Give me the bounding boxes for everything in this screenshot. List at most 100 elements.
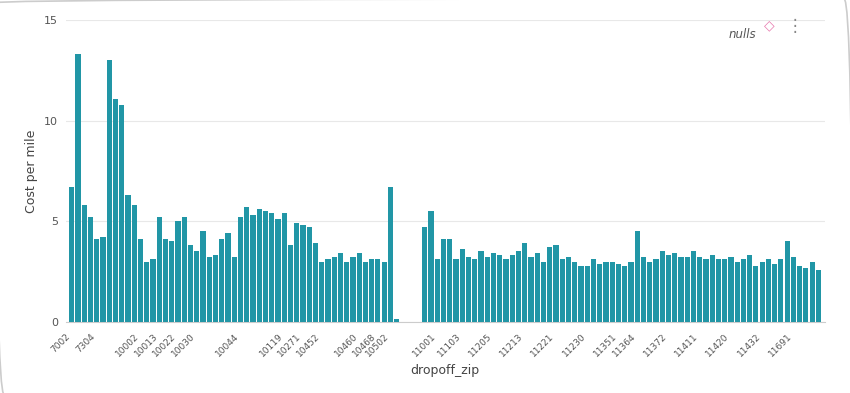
Bar [710,255,715,322]
Bar [294,223,299,322]
Bar [138,239,143,322]
Bar [572,261,577,322]
Bar [434,259,439,322]
Bar [728,257,734,322]
Bar [453,259,459,322]
Bar [207,257,212,322]
Bar [672,253,677,322]
Bar [604,261,609,322]
Bar [288,245,293,322]
Bar [716,259,721,322]
Bar [559,259,564,322]
Bar [382,261,387,322]
Bar [257,209,262,322]
Bar [566,257,571,322]
Bar [281,213,286,322]
Bar [76,54,81,322]
Bar [69,187,74,322]
Bar [263,211,268,322]
Bar [684,257,689,322]
Bar [654,259,659,322]
Bar [344,261,349,322]
Bar [598,264,603,322]
Bar [225,233,230,322]
Bar [704,259,709,322]
Bar [376,259,381,322]
Bar [422,227,428,322]
Bar [529,257,534,322]
Bar [473,259,478,322]
Bar [319,261,324,322]
Bar [269,213,275,322]
Bar [479,252,484,322]
Bar [244,207,249,322]
Bar [779,259,784,322]
Bar [734,261,740,322]
Bar [547,248,552,322]
X-axis label: dropoff_zip: dropoff_zip [411,364,479,377]
Bar [609,261,615,322]
Bar [797,266,802,322]
Bar [188,245,193,322]
Bar [307,227,312,322]
Bar [150,259,156,322]
Bar [622,266,627,322]
Bar [641,257,646,322]
Bar [790,257,796,322]
Bar [579,266,584,322]
Bar [219,239,224,322]
Text: ⋮: ⋮ [786,17,803,35]
Bar [666,255,671,322]
Bar [585,266,590,322]
Bar [163,239,168,322]
Bar [660,252,665,322]
Bar [553,245,558,322]
Bar [816,270,821,322]
Bar [628,261,633,322]
Bar [803,268,808,322]
Bar [516,252,521,322]
Bar [350,257,355,322]
Bar [535,253,540,322]
Bar [766,259,771,322]
Bar [503,259,508,322]
Bar [541,261,546,322]
Y-axis label: Cost per mile: Cost per mile [26,129,38,213]
Bar [156,217,162,322]
Bar [182,217,187,322]
Bar [466,257,471,322]
Bar [126,195,131,322]
Bar [332,257,337,322]
Bar [394,319,400,322]
Bar [697,257,702,322]
Bar [772,264,777,322]
Bar [522,243,527,322]
Bar [809,261,815,322]
Bar [119,105,124,322]
Bar [591,259,596,322]
Bar [357,253,362,322]
Bar [369,259,374,322]
Bar [447,239,452,322]
Bar [100,237,105,322]
Bar [635,231,640,322]
Bar [785,241,790,322]
Bar [238,217,243,322]
Bar [82,205,87,322]
Bar [212,255,218,322]
Bar [300,225,305,322]
Bar [484,257,490,322]
Bar [144,261,150,322]
Bar [313,243,318,322]
Bar [169,241,174,322]
Bar [326,259,331,322]
Bar [88,217,94,322]
Bar [132,205,137,322]
Bar [510,255,515,322]
Bar [107,61,112,322]
Bar [760,261,765,322]
Bar [363,261,368,322]
Bar [175,221,180,322]
Text: nulls: nulls [728,28,756,40]
Bar [747,255,752,322]
